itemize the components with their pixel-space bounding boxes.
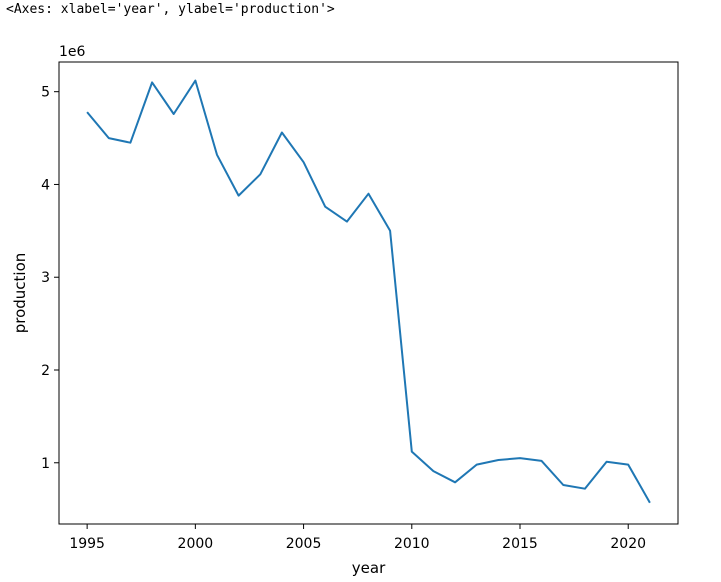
y-tick-label: 4	[41, 177, 50, 193]
y-axis-ticks: 1 2 3 4 5	[41, 85, 59, 472]
x-tick-label: 2015	[502, 536, 538, 552]
series-line-0	[86, 79, 651, 504]
x-tick-label: 2005	[286, 536, 322, 552]
x-axis-ticks: 1995 2000 2005 2010 2015 2020	[69, 524, 646, 552]
y-tick-label: 1	[41, 456, 50, 472]
plot-layer	[86, 79, 651, 504]
y-axis-label: production	[11, 253, 29, 334]
y-tick-label: 3	[41, 270, 50, 286]
x-tick-label: 2020	[610, 536, 646, 552]
y-tick-label: 5	[41, 85, 50, 101]
output-repr: <Axes: xlabel='year', ylabel='production…	[6, 2, 335, 17]
y-offset-text: 1e6	[59, 44, 86, 60]
x-tick-label: 1995	[69, 536, 105, 552]
x-axis-label: year	[352, 559, 386, 577]
x-tick-label: 2000	[178, 536, 214, 552]
axes-frame	[58, 61, 679, 525]
x-tick-label: 2010	[394, 536, 430, 552]
y-tick-label: 2	[41, 363, 50, 379]
